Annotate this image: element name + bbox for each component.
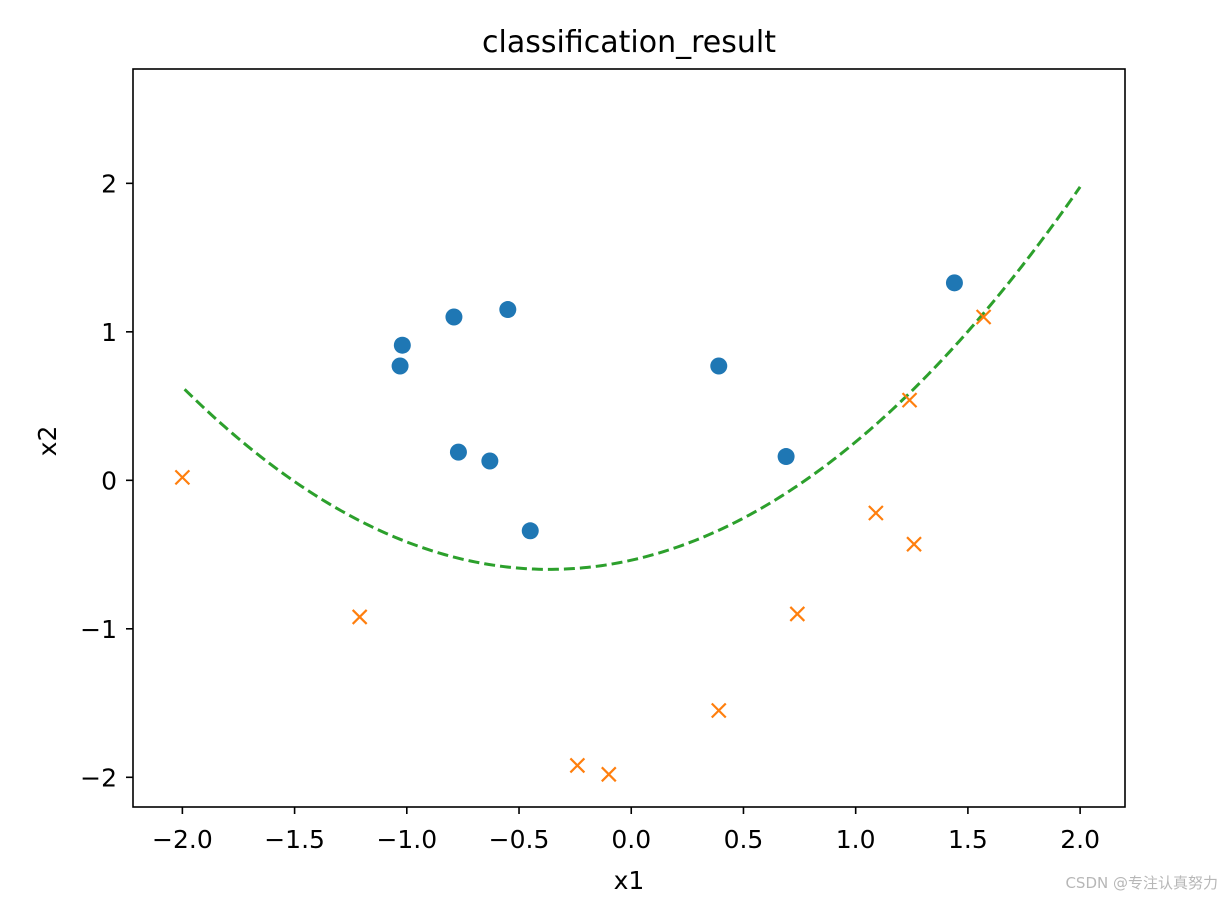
x-tick-label: 0.0 xyxy=(611,825,651,854)
class-2-point xyxy=(868,505,884,521)
plot-frame xyxy=(132,68,1126,808)
class-1-point xyxy=(481,452,499,470)
x-tick-label: −1.5 xyxy=(264,825,325,854)
class-1-point xyxy=(393,336,411,354)
class-2-point xyxy=(601,766,617,783)
y-tick-label: 1 xyxy=(101,318,117,347)
chart-title: classification_result xyxy=(482,25,776,60)
class-2-point xyxy=(710,702,727,719)
decision-boundary-line xyxy=(183,186,1082,571)
x-tick-label: −2.0 xyxy=(152,825,213,854)
y-tick-label: 2 xyxy=(101,169,117,198)
watermark-text: CSDN @专注认真努力 xyxy=(1065,874,1218,892)
x-tick-label: −1.0 xyxy=(376,825,437,854)
x-tick-label: 2.0 xyxy=(1060,825,1100,854)
class-2-point xyxy=(174,469,191,486)
class-1-point xyxy=(449,443,467,461)
class-1-point xyxy=(445,308,463,326)
class-2-point xyxy=(901,392,918,408)
class-1-point xyxy=(521,522,539,540)
x-axis: −2.0 −1.5 −1.0 −0.5 0.0 0.5 1.0 1.5 2.0 xyxy=(152,807,1100,854)
y-tick-label: −1 xyxy=(80,615,117,644)
x-tick-label: 0.5 xyxy=(724,825,764,854)
class-2-point xyxy=(906,536,922,552)
y-axis-label: x2 xyxy=(33,426,62,457)
decision-boundary-layer xyxy=(183,186,1082,571)
class-1-point xyxy=(710,357,728,375)
x-tick-label: 1.0 xyxy=(836,825,876,854)
class-1-point xyxy=(499,301,517,319)
y-tick-label: 0 xyxy=(101,466,117,495)
class-1-point xyxy=(391,357,409,375)
x-axis-label: x1 xyxy=(614,866,645,895)
y-tick-label: −2 xyxy=(80,763,117,792)
class-2-point xyxy=(569,757,586,774)
class-2-point xyxy=(351,609,368,625)
class-2-point xyxy=(975,309,992,325)
x-tick-label: 1.5 xyxy=(948,825,988,854)
y-axis: −2 −1 0 1 2 xyxy=(80,169,133,792)
x-tick-label: −0.5 xyxy=(489,825,550,854)
class-1-point xyxy=(777,448,795,466)
class-1-point xyxy=(945,274,963,292)
points-layer xyxy=(174,274,992,783)
class-2-point xyxy=(789,606,806,622)
